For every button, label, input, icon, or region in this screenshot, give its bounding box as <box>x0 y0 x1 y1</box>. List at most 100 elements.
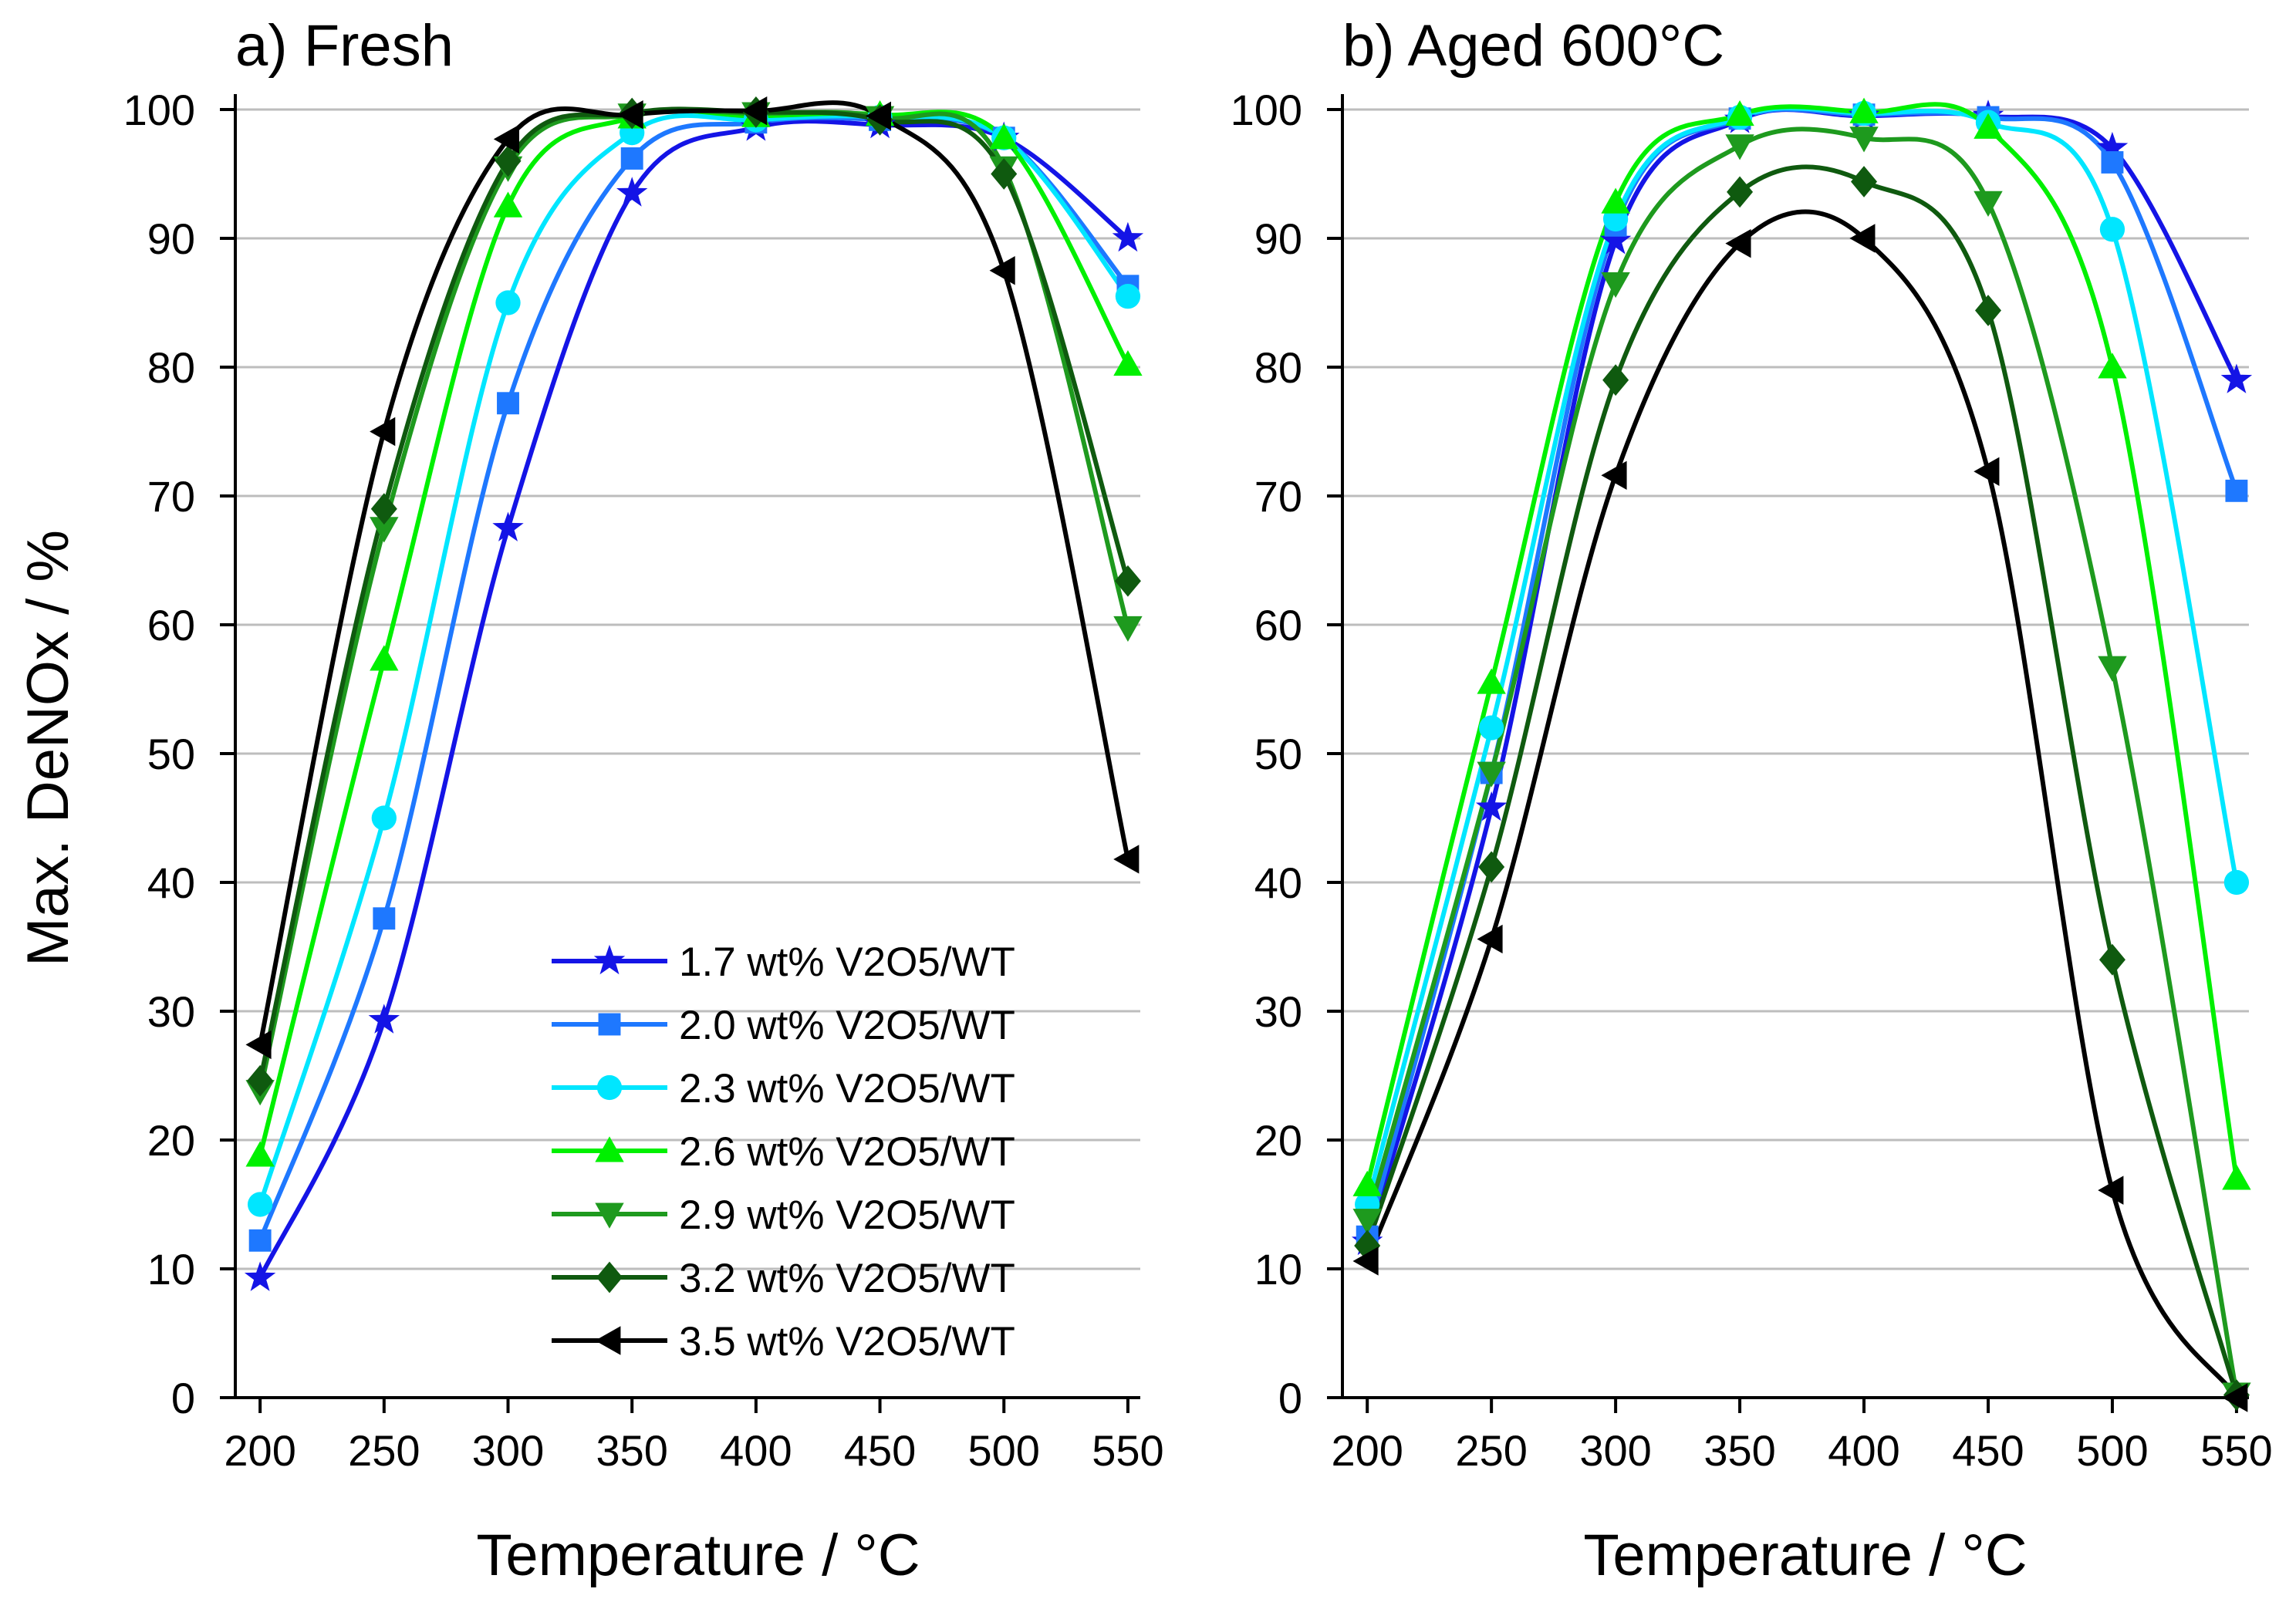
data-point <box>1479 715 1504 740</box>
x-tick-label: 200 <box>1331 1426 1403 1475</box>
data-point <box>1725 228 1751 258</box>
data-point <box>1849 224 1876 253</box>
x-tick-label: 400 <box>1828 1426 1899 1475</box>
x-axis-title: Temperature / °C <box>476 1523 920 1588</box>
y-tick-label: 0 <box>171 1374 195 1422</box>
series-line <box>1365 126 2239 1395</box>
legend-label: 2.6 wt% V2O5/WT <box>679 1129 1015 1175</box>
data-point <box>1849 97 1879 123</box>
data-point <box>495 290 521 315</box>
data-point <box>373 907 396 930</box>
x-tick-label: 400 <box>720 1426 792 1475</box>
legend-label: 3.2 wt% V2O5/WT <box>679 1256 1015 1301</box>
series-line <box>1365 209 2239 1399</box>
data-point <box>989 123 1018 150</box>
data-point <box>370 645 399 671</box>
data-point <box>1849 126 1879 153</box>
data-point <box>989 256 1015 285</box>
data-point <box>2101 151 2124 174</box>
data-point <box>1725 134 1754 160</box>
y-tick-label: 50 <box>147 730 195 778</box>
y-tick-label: 40 <box>147 858 195 907</box>
data-point <box>620 147 643 170</box>
panel-title: a) Fresh <box>235 13 454 79</box>
panel-aged: b) Aged 600°C 0 10 20 30 40 50 60 70 80 90 100 200 2… <box>1231 13 2273 1475</box>
x-tick-label: 250 <box>1455 1426 1527 1475</box>
legend-marker <box>596 1261 623 1294</box>
series-line <box>1365 107 2239 1243</box>
data-point <box>1114 565 1141 597</box>
data-point <box>1352 1170 1382 1196</box>
legend-label: 2.0 wt% V2O5/WT <box>679 1003 1015 1048</box>
data-point <box>1113 845 1140 874</box>
data-point <box>1601 272 1630 299</box>
data-point <box>2099 217 2125 242</box>
data-point <box>495 145 522 177</box>
series-line <box>258 100 1130 1046</box>
panel-title: b) Aged 600°C <box>1342 13 1724 79</box>
data-point <box>368 1004 400 1034</box>
data-point <box>370 517 399 543</box>
legend-label: 3.5 wt% V2O5/WT <box>679 1319 1015 1364</box>
x-axis-title: Temperature / °C <box>1583 1523 2027 1588</box>
data-point <box>1352 1209 1382 1235</box>
data-point <box>2096 131 2129 162</box>
x-tick-label: 550 <box>2200 1426 2272 1475</box>
y-tick-label: 70 <box>147 472 195 521</box>
x-tick-label: 300 <box>1579 1426 1651 1475</box>
y-tick-label: 50 <box>1254 730 1302 778</box>
data-point <box>1974 295 2001 326</box>
data-point <box>865 101 892 131</box>
x-tick-label: 450 <box>1952 1426 2024 1475</box>
data-point <box>497 392 519 415</box>
data-point <box>1113 616 1143 643</box>
data-point <box>1354 1230 1381 1262</box>
y-tick-label: 0 <box>1278 1374 1302 1422</box>
data-point <box>1851 166 1878 197</box>
data-point <box>2222 1383 2248 1412</box>
x-tick-label: 450 <box>844 1426 916 1475</box>
data-point <box>1113 349 1143 376</box>
data-point <box>2223 869 2250 896</box>
y-tick-label: 90 <box>1254 214 1302 263</box>
legend-marker <box>593 944 626 975</box>
x-tick-label: 300 <box>472 1426 544 1475</box>
data-point <box>1352 1246 1379 1276</box>
data-point <box>2222 1164 2251 1190</box>
legend-marker <box>595 1203 624 1229</box>
y-tick-label: 40 <box>1254 858 1302 907</box>
x-tick-label: 350 <box>1703 1426 1775 1475</box>
y-tick-label: 80 <box>1254 343 1302 392</box>
x-tick-label: 500 <box>2076 1426 2148 1475</box>
data-point <box>741 96 768 126</box>
data-point <box>370 417 396 447</box>
legend-label: 1.7 wt% V2O5/WT <box>679 939 1015 985</box>
data-point <box>1974 457 2000 486</box>
y-tick-label: 80 <box>147 343 195 392</box>
y-tick-label: 30 <box>147 987 195 1036</box>
y-tick-label: 100 <box>1231 86 1302 134</box>
legend: 1.7 wt% V2O5/WT 2.0 wt% V2O5/WT 2.3 wt% V2… <box>552 939 1015 1364</box>
y-tick-label: 90 <box>147 214 195 263</box>
data-point <box>493 124 519 154</box>
data-point <box>1112 221 1144 252</box>
series-line <box>1365 106 2239 1238</box>
data-point <box>2098 943 2125 976</box>
x-tick-label: 550 <box>1092 1426 1163 1475</box>
data-point <box>2098 656 2127 682</box>
data-point <box>1477 668 1506 694</box>
data-point <box>1602 364 1629 396</box>
data-point <box>1477 924 1503 954</box>
x-tick-label: 250 <box>348 1426 420 1475</box>
data-point <box>617 100 643 130</box>
data-point <box>1599 224 1632 255</box>
data-point <box>1974 191 2003 217</box>
data-point <box>371 805 397 831</box>
legend-label: 2.3 wt% V2O5/WT <box>679 1066 1015 1111</box>
data-point <box>247 1192 273 1217</box>
data-point <box>245 1141 275 1167</box>
legend-marker <box>598 1013 621 1036</box>
x-tick-label: 350 <box>596 1426 667 1475</box>
data-point <box>493 191 523 218</box>
